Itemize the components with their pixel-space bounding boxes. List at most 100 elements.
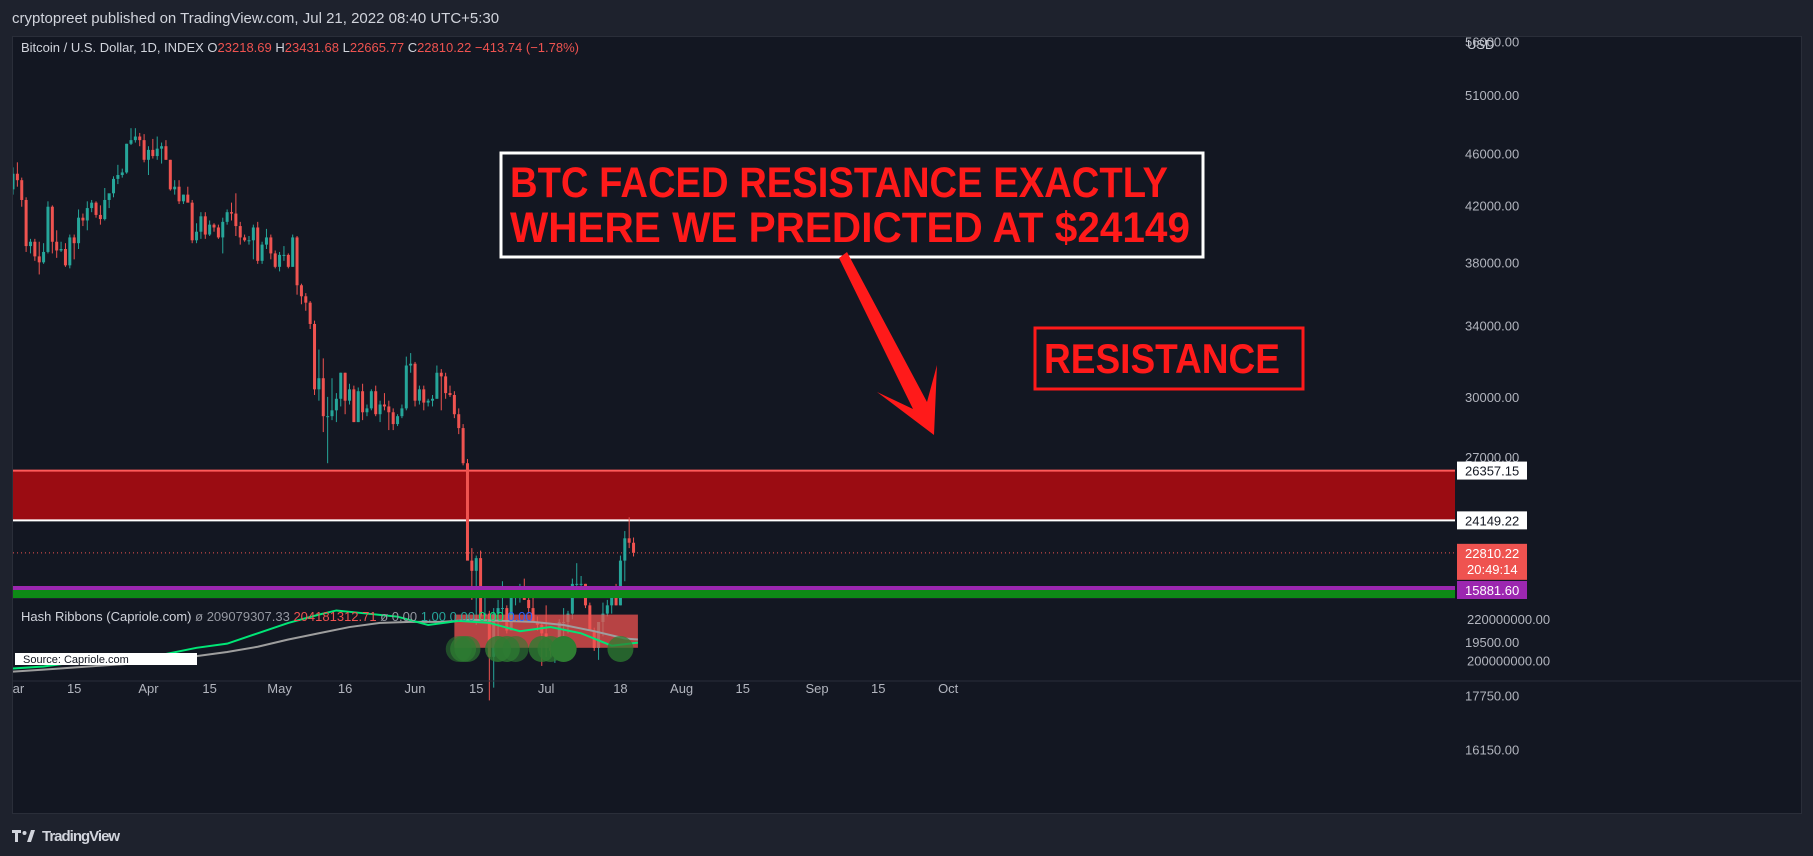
time-tick-label: Aug [670,681,693,696]
candle-body [273,253,277,267]
candle-body [37,256,41,263]
candle-body [77,217,81,244]
time-tick-label: 18 [613,681,627,696]
candle-body [387,406,391,413]
price-tick-label: 19500.00 [1465,635,1519,650]
price-axis-bg [1455,37,1801,813]
candle-body [304,296,308,303]
headline-box [499,151,1205,259]
candle-body [164,146,168,160]
candle-body [212,224,216,228]
candle-body [24,199,28,247]
candle-body [59,249,63,251]
price-tick-label: 38000.00 [1465,255,1519,270]
indicator-legend-part: 209079307.33 [207,609,294,624]
lower-price-tag: 24149.22 [1457,511,1527,530]
candle-body [199,216,203,232]
candle-body [94,202,98,215]
time-axis[interactable]: Mar 15 Apr 15 May 16 Jun 15 Jul 18 Aug 15 Sep 15 Oct [13,680,1801,696]
time-tick-label: Oct [938,681,959,696]
candle-body [632,542,636,553]
candle-body [400,408,404,417]
legend-part: 22665.77 [350,40,408,55]
ohlc-legend: Bitcoin / U.S. Dollar, 1D, INDEX O23218.… [21,40,579,55]
candle-body [509,597,513,631]
source-tag: Source: Capriole.com [15,653,197,666]
candle-body [221,221,225,238]
legend-part: L [343,40,350,55]
price-tick-label: 56000.00 [1465,37,1519,50]
candle-body [55,241,59,251]
source-tag-text: Source: Capriole.com [23,654,129,666]
legend-part: O [207,40,217,55]
candle-body [496,608,500,614]
tradingview-brand[interactable]: TradingView [42,827,120,845]
candle-body [138,136,142,141]
candle-body [33,241,37,257]
chart-svg[interactable]: Source: Capriole.com BTC FACED RESISTANC… [13,37,1801,813]
candle-body [605,605,609,614]
candle-body [168,159,172,190]
candle-body [120,172,124,176]
candle-body [68,237,72,266]
source-tag-bg [15,653,197,665]
candle-body [269,237,273,254]
candle-body [452,394,456,415]
candle-body [623,538,627,561]
buy-signal-dot [502,636,529,662]
buy-signal-dot [550,636,577,662]
candle-body [474,558,478,571]
price-tick-label: 51000.00 [1465,88,1519,103]
candle-body [339,372,343,399]
candle-body [282,254,286,256]
candle-body [330,410,334,417]
lower-price-tag-text: 24149.22 [1465,513,1519,528]
candle-body [435,372,439,399]
time-tick-label: 15 [202,681,216,696]
candle-body [378,404,382,415]
indicator-legend-part: 1.00 [421,609,450,624]
purple-support-band [13,586,1455,590]
green-support-band [13,590,1455,598]
publisher-bar: cryptopreet published on TradingView.com… [0,0,1813,36]
candle-body [46,206,50,252]
chart-area[interactable]: Source: Capriole.com BTC FACED RESISTANC… [12,36,1802,814]
support-price-tag: 15881.60 [1457,581,1527,599]
legend-part: 23218.69 [218,40,276,55]
candle-body [444,376,448,394]
candle-body [614,594,618,606]
candle-body [286,254,290,267]
arrow-pointer [839,252,937,435]
candle-body [308,302,312,324]
candle-body [291,237,295,267]
candle-body [42,251,46,263]
upper-price-tag: 26357.15 [1457,461,1527,480]
resistance-zone-group [13,469,1455,554]
price-tick-label: 17750.00 [1465,689,1519,704]
candle-body [133,136,137,141]
time-tick-label: Sep [806,681,829,696]
legend-part: 22810.22 [417,40,475,55]
legend-part: −413.74 (−1.78%) [475,40,579,55]
candle-body [391,412,395,425]
indicator-legend-part: 0.00 [507,609,532,624]
time-tick-label: Apr [138,681,159,696]
candle-body [321,378,325,417]
candle-body [457,414,461,429]
candle-body [225,212,229,222]
candle-body [278,254,282,267]
candle-body [570,583,574,614]
currency-label: USD [1467,37,1494,52]
candle-body [142,140,146,160]
candle-body [190,202,194,241]
candle-body [181,194,185,202]
legend-part: H [275,40,284,55]
price-axis[interactable]: USD64000.0056000.0051000.0046000.0042000… [1455,37,1801,813]
price-tick-label: 30000.00 [1465,390,1519,405]
candle-body [527,599,531,609]
candle-body [317,378,321,390]
candle-body [28,241,32,247]
last-price-tag-bg [1457,543,1527,580]
candle-body [465,463,469,561]
